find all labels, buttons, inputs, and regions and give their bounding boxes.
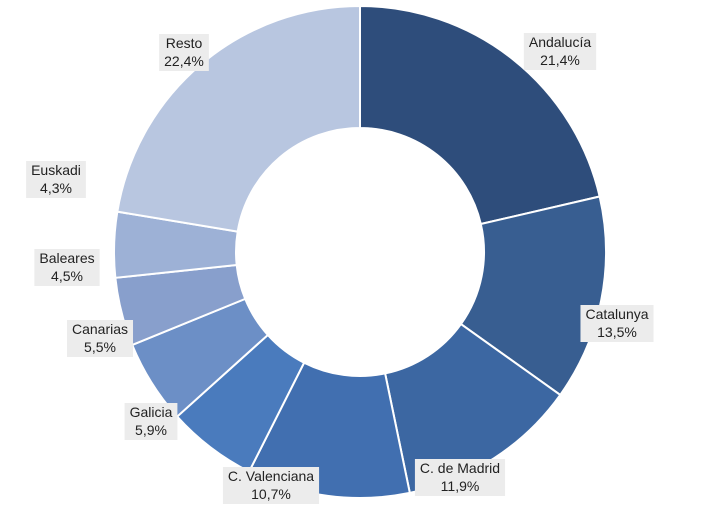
slice-value-label: 21,4% — [540, 52, 580, 68]
slice-name-label: C. de Madrid — [420, 460, 500, 476]
slice-name-label: Resto — [166, 35, 203, 51]
slice-value-label: 11,9% — [441, 478, 480, 494]
slice-value-label: 4,5% — [51, 268, 83, 284]
slice-andaluc-a — [359, 4, 601, 226]
data-label: Resto 22,4% — [159, 34, 209, 71]
chart-labels: Andalucía 21,4% Catalunya 13,5% C. de Madrid… — [26, 33, 654, 504]
slice-name-label: C. Valenciana — [228, 468, 314, 484]
slice-value-label: 4,3% — [40, 180, 72, 196]
slice-name-label: Andalucía — [529, 34, 591, 50]
slice-resto — [116, 4, 361, 233]
chart-slices — [113, 4, 607, 499]
slice-value-label: 5,9% — [135, 422, 167, 438]
data-label: C. de Madrid 11,9% — [414, 459, 506, 496]
slice-name-label: Euskadi — [31, 162, 81, 178]
data-label: Galicia 5,9% — [124, 403, 178, 440]
slice-value-label: 5,5% — [84, 339, 116, 355]
slice-name-label: Canarias — [72, 321, 128, 337]
data-label: C. Valenciana 10,7% — [222, 467, 320, 504]
slice-value-label: 13,5% — [597, 324, 637, 340]
data-label: Canarias 5,5% — [66, 320, 134, 357]
slice-value-label: 22,4% — [164, 53, 204, 69]
data-label: Baleares 4,5% — [34, 249, 100, 286]
data-label: Euskadi 4,3% — [26, 161, 86, 198]
slice-name-label: Catalunya — [585, 306, 648, 322]
data-label: Andalucía 21,4% — [523, 33, 597, 70]
data-label: Catalunya 13,5% — [580, 305, 654, 342]
slice-name-label: Galicia — [130, 404, 173, 420]
slice-value-label: 10,7% — [251, 486, 291, 502]
slice-name-label: Baleares — [39, 250, 94, 266]
